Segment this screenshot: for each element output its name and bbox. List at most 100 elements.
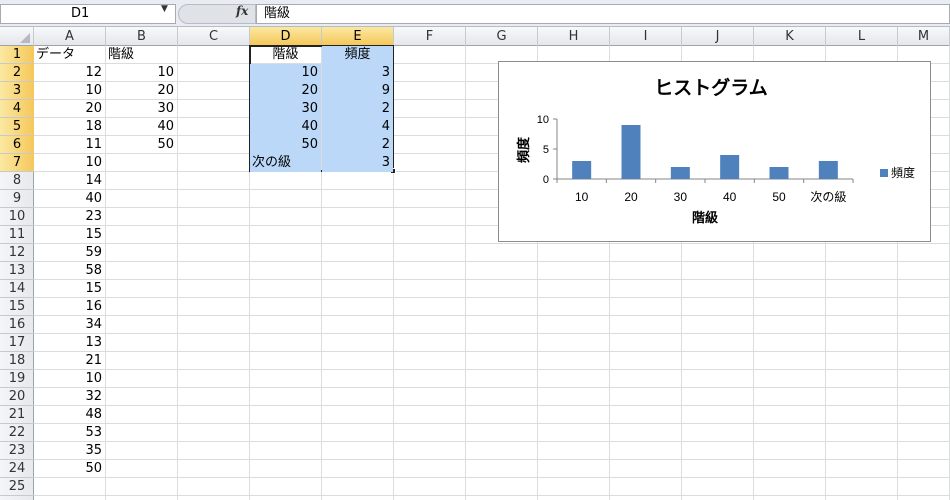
cell-a13[interactable]: 58 bbox=[85, 263, 102, 278]
row-header-4[interactable]: 4 bbox=[0, 100, 34, 118]
name-box[interactable]: D1 bbox=[0, 4, 176, 24]
cell-a15[interactable]: 16 bbox=[85, 299, 102, 314]
row-header-8[interactable]: 8 bbox=[0, 172, 34, 190]
cell-e3[interactable]: 9 bbox=[322, 82, 393, 100]
chart-title[interactable]: ヒストグラム bbox=[654, 76, 767, 99]
cell-a23[interactable]: 35 bbox=[85, 443, 102, 458]
column-header-i[interactable]: I bbox=[610, 27, 682, 46]
column-header-g[interactable]: G bbox=[466, 27, 538, 46]
row-header-1[interactable]: 1 bbox=[0, 46, 34, 64]
row-header-25[interactable]: 25 bbox=[0, 478, 34, 496]
bar-20[interactable] bbox=[621, 125, 641, 179]
cell-a19[interactable]: 10 bbox=[85, 371, 102, 386]
column-header-f[interactable]: F bbox=[394, 27, 466, 46]
row-header-21[interactable]: 21 bbox=[0, 406, 34, 424]
cell-a2[interactable]: 12 bbox=[85, 65, 102, 80]
row-header-24[interactable]: 24 bbox=[0, 460, 34, 478]
insert-function-icon[interactable]: fx bbox=[236, 4, 249, 18]
cell-b3[interactable]: 20 bbox=[157, 83, 174, 98]
cell-d7[interactable]: 次の級 bbox=[250, 154, 321, 172]
row-header-9[interactable]: 9 bbox=[0, 190, 34, 208]
cell-b2[interactable]: 10 bbox=[157, 65, 174, 80]
cell-a5[interactable]: 18 bbox=[85, 119, 102, 134]
bar-40[interactable] bbox=[720, 155, 740, 179]
column-header-j[interactable]: J bbox=[682, 27, 754, 46]
row-header-17[interactable]: 17 bbox=[0, 334, 34, 352]
x-tick-label: 10 bbox=[575, 190, 589, 204]
cell-d3[interactable]: 20 bbox=[250, 82, 321, 100]
column-header-b[interactable]: B bbox=[106, 27, 178, 46]
row-header-15[interactable]: 15 bbox=[0, 298, 34, 316]
cell-d2[interactable]: 10 bbox=[250, 64, 321, 82]
row-header-7[interactable]: 7 bbox=[0, 154, 34, 172]
column-header-c[interactable]: C bbox=[178, 27, 250, 46]
histogram-chart[interactable]: ヒストグラム 0 5 10 10 20 30 40 50 次の級 階級 頻度 頻度 bbox=[498, 61, 931, 242]
grid-line bbox=[105, 46, 106, 500]
cell-d6[interactable]: 50 bbox=[250, 136, 321, 154]
cell-d4[interactable]: 30 bbox=[250, 100, 321, 118]
row-header-2[interactable]: 2 bbox=[0, 64, 34, 82]
row-header-23[interactable]: 23 bbox=[0, 442, 34, 460]
cell-a9[interactable]: 40 bbox=[85, 191, 102, 206]
cell-a21[interactable]: 48 bbox=[85, 407, 102, 422]
row-header-13[interactable]: 13 bbox=[0, 262, 34, 280]
cell-e1[interactable]: 頻度 bbox=[322, 46, 393, 64]
row-header-16[interactable]: 16 bbox=[0, 316, 34, 334]
formula-input[interactable]: 階級 bbox=[256, 4, 950, 24]
cell-a17[interactable]: 13 bbox=[85, 335, 102, 350]
column-header-h[interactable]: H bbox=[538, 27, 610, 46]
column-header-d[interactable]: D bbox=[250, 27, 322, 46]
cell-a14[interactable]: 15 bbox=[85, 281, 102, 296]
column-header-e[interactable]: E bbox=[322, 27, 394, 46]
row-header-19[interactable]: 19 bbox=[0, 370, 34, 388]
row-header-10[interactable]: 10 bbox=[0, 208, 34, 226]
cell-b6[interactable]: 50 bbox=[157, 137, 174, 152]
cell-a22[interactable]: 53 bbox=[85, 425, 102, 440]
cell-a3[interactable]: 10 bbox=[85, 83, 102, 98]
row-header-5[interactable]: 5 bbox=[0, 118, 34, 136]
row-header-3[interactable]: 3 bbox=[0, 82, 34, 100]
row-header-11[interactable]: 11 bbox=[0, 226, 34, 244]
row-header-18[interactable]: 18 bbox=[0, 352, 34, 370]
cell-a20[interactable]: 32 bbox=[85, 389, 102, 404]
x-tick-label: 30 bbox=[674, 190, 688, 204]
cell-a12[interactable]: 59 bbox=[85, 245, 102, 260]
row-header-6[interactable]: 6 bbox=[0, 136, 34, 154]
row-header-20[interactable]: 20 bbox=[0, 388, 34, 406]
row-header-12[interactable]: 12 bbox=[0, 244, 34, 262]
cell-a24[interactable]: 50 bbox=[85, 461, 102, 476]
cell-d1[interactable]: 階級 bbox=[272, 47, 299, 62]
cell-b4[interactable]: 30 bbox=[157, 101, 174, 116]
cell-b5[interactable]: 40 bbox=[157, 119, 174, 134]
cell-a7[interactable]: 10 bbox=[85, 155, 102, 170]
column-header-m[interactable]: M bbox=[898, 27, 950, 46]
cell-e7[interactable]: 3 bbox=[322, 154, 393, 172]
column-header-k[interactable]: K bbox=[754, 27, 826, 46]
x-tick-label: 50 bbox=[772, 190, 786, 204]
cell-e6[interactable]: 2 bbox=[322, 136, 393, 154]
bar-次の級[interactable] bbox=[818, 161, 838, 179]
cell-a4[interactable]: 20 bbox=[85, 101, 102, 116]
cell-a6[interactable]: 11 bbox=[85, 137, 102, 152]
cell-a1[interactable]: データ bbox=[36, 47, 76, 62]
bar-30[interactable] bbox=[670, 167, 690, 179]
cell-e5[interactable]: 4 bbox=[322, 118, 393, 136]
cell-a10[interactable]: 23 bbox=[85, 209, 102, 224]
legend-label[interactable]: 頻度 bbox=[891, 165, 915, 180]
cell-a11[interactable]: 15 bbox=[85, 227, 102, 242]
name-box-dropdown-icon[interactable]: ▼ bbox=[161, 4, 168, 14]
cell-d5[interactable]: 40 bbox=[250, 118, 321, 136]
cell-a8[interactable]: 14 bbox=[85, 173, 102, 188]
bar-50[interactable] bbox=[769, 167, 789, 179]
column-header-a[interactable]: A bbox=[34, 27, 106, 46]
column-header-l[interactable]: L bbox=[826, 27, 898, 46]
cell-a18[interactable]: 21 bbox=[85, 353, 102, 368]
cell-e4[interactable]: 2 bbox=[322, 100, 393, 118]
bar-10[interactable] bbox=[572, 161, 592, 179]
cell-a16[interactable]: 34 bbox=[85, 317, 102, 332]
cell-b1[interactable]: 階級 bbox=[108, 47, 135, 62]
row-header-14[interactable]: 14 bbox=[0, 280, 34, 298]
row-header-22[interactable]: 22 bbox=[0, 424, 34, 442]
cell-e2[interactable]: 3 bbox=[322, 64, 393, 82]
select-all-button[interactable] bbox=[0, 27, 34, 46]
